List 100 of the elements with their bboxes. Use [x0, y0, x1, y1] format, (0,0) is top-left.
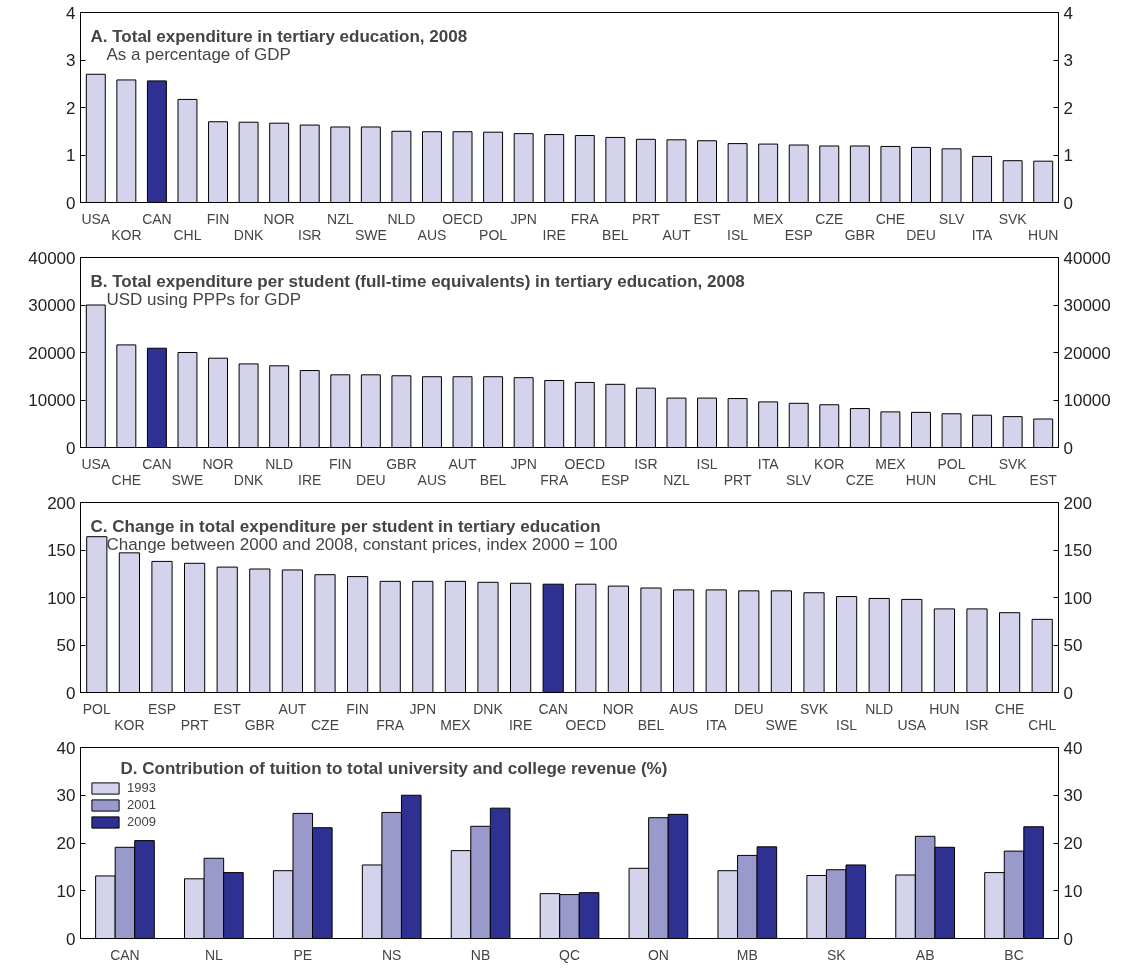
- y2-tick-label: 0: [1063, 438, 1073, 458]
- x-tick-label: KOR: [114, 716, 145, 733]
- x-tick-label: ISR: [965, 716, 989, 733]
- x-tick-label: DEU: [734, 700, 764, 717]
- y2-tick-label: 2: [1063, 98, 1073, 118]
- x-tick-label: JPN: [510, 455, 537, 472]
- x-tick-label: CAN: [142, 455, 172, 472]
- x-tick-label: CHE: [875, 210, 906, 227]
- text: C. Change in total expenditure per student in tertiary education: [90, 516, 601, 536]
- x-tick-label: NZL: [327, 210, 354, 227]
- x-tick-label: NZL: [663, 471, 690, 488]
- x-tick-label: AB: [915, 946, 935, 963]
- x-tick-label: SWE: [171, 471, 204, 488]
- y2-tick-label: 30000: [1063, 296, 1111, 315]
- y2-tick-label: 0: [1063, 193, 1073, 213]
- x-tick-label: GBR: [844, 226, 876, 243]
- x-tick-label: CHL: [1028, 716, 1057, 733]
- x-tick-label: ITA: [971, 226, 994, 243]
- x-tick-label: OECD: [442, 210, 483, 227]
- x-tick-label: NLD: [865, 700, 894, 717]
- x-tick-label: AUS: [669, 700, 698, 717]
- x-tick-label: AUT: [278, 700, 307, 717]
- x-tick-label: NS: [381, 946, 402, 963]
- x-tick-label: USA: [81, 455, 111, 472]
- y-tick-label: 1: [66, 146, 76, 165]
- text: A. Total expenditure in tertiary education, 2008: [90, 26, 468, 46]
- x-tick-label: QC: [559, 946, 580, 963]
- y2-tick-label: 20: [1063, 834, 1083, 853]
- x-tick-label: ISR: [298, 226, 322, 243]
- x-tick-label: ON: [647, 946, 669, 963]
- x-tick-label: ITA: [705, 716, 728, 733]
- x-tick-label: NOR: [202, 455, 234, 472]
- text: B. Total expenditure per student (full-time equivalents) in tertiary education, 2008: [90, 271, 745, 291]
- x-tick-label: FRA: [570, 210, 600, 227]
- x-tick-label: CAN: [538, 700, 568, 717]
- y-tick-label: 3: [66, 51, 76, 70]
- y-tick-label: 0: [66, 683, 76, 703]
- x-tick-label: POL: [479, 226, 508, 243]
- x-tick-label: KOR: [111, 226, 142, 243]
- x-tick-label: PRT: [632, 210, 661, 227]
- x-tick-label: AUT: [662, 226, 691, 243]
- x-tick-label: FIN: [346, 700, 369, 717]
- x-tick-label: ISL: [836, 716, 858, 733]
- x-tick-label: PRT: [723, 471, 752, 488]
- x-tick-label: ISR: [634, 455, 658, 472]
- x-tick-label: FIN: [206, 210, 230, 227]
- x-tick-label: KOR: [814, 455, 845, 472]
- y2-tick-label: 40000: [1063, 248, 1111, 268]
- text: USD using PPPs for GDP: [106, 289, 302, 309]
- y-tick-label: 40000: [28, 248, 76, 268]
- x-tick-label: HUN: [1028, 226, 1059, 243]
- y2-tick-label: 10: [1063, 881, 1083, 901]
- x-tick-label: EST: [1029, 471, 1058, 488]
- y-tick-label: 30: [56, 786, 76, 806]
- x-tick-label: SWE: [765, 716, 798, 733]
- x-tick-label: ITA: [757, 455, 780, 472]
- x-tick-label: NB: [470, 946, 491, 963]
- legend-label: 1993: [127, 780, 156, 795]
- text: As a percentage of GDP: [106, 44, 291, 64]
- y-tick-label: 10: [56, 881, 76, 901]
- x-tick-label: PE: [293, 946, 313, 963]
- x-tick-label: GBR: [386, 455, 417, 472]
- x-tick-label: JPN: [409, 700, 437, 717]
- x-tick-label: ISL: [696, 455, 718, 472]
- y-tick-label: 0: [66, 193, 76, 213]
- y-tick-label: 2: [66, 98, 76, 118]
- x-tick-label: GBR: [244, 716, 275, 733]
- x-tick-label: SVK: [799, 700, 829, 717]
- y2-tick-label: 50: [1063, 636, 1083, 655]
- x-tick-label: NL: [204, 946, 224, 963]
- y2-tick-label: 0: [1063, 683, 1073, 703]
- x-tick-label: ESP: [601, 471, 630, 488]
- x-tick-label: ESP: [147, 700, 177, 717]
- x-tick-label: SVK: [998, 210, 1028, 227]
- y-tick-label: 200: [47, 493, 76, 513]
- y2-tick-label: 10000: [1063, 391, 1111, 410]
- x-tick-label: SWE: [354, 226, 387, 243]
- y-tick-label: 20: [56, 834, 76, 853]
- x-tick-label: FIN: [329, 455, 352, 472]
- x-tick-label: OECD: [565, 716, 607, 733]
- y-tick-label: 0: [66, 929, 76, 949]
- x-tick-label: IRE: [508, 716, 533, 733]
- x-tick-label: CZE: [845, 471, 874, 488]
- y-tick-label: 10000: [28, 391, 76, 410]
- x-tick-label: MEX: [752, 210, 784, 227]
- x-tick-label: MEX: [875, 455, 907, 472]
- x-tick-label: USA: [81, 210, 111, 227]
- x-tick-label: BEL: [479, 471, 507, 488]
- x-tick-label: DNK: [233, 226, 265, 243]
- y2-tick-label: 40: [1063, 738, 1083, 758]
- text: Change between 2000 and 2008, constant prices, index 2000 = 100: [106, 534, 618, 554]
- x-tick-label: ISL: [727, 226, 749, 243]
- x-tick-label: NLD: [265, 455, 294, 472]
- x-tick-label: PRT: [180, 716, 209, 733]
- x-tick-label: FRA: [540, 471, 569, 488]
- x-tick-label: EST: [213, 700, 242, 717]
- y2-tick-label: 200: [1063, 493, 1092, 513]
- x-tick-label: BEL: [637, 716, 665, 733]
- y-tick-label: 0: [66, 438, 76, 458]
- x-tick-label: BEL: [602, 226, 629, 243]
